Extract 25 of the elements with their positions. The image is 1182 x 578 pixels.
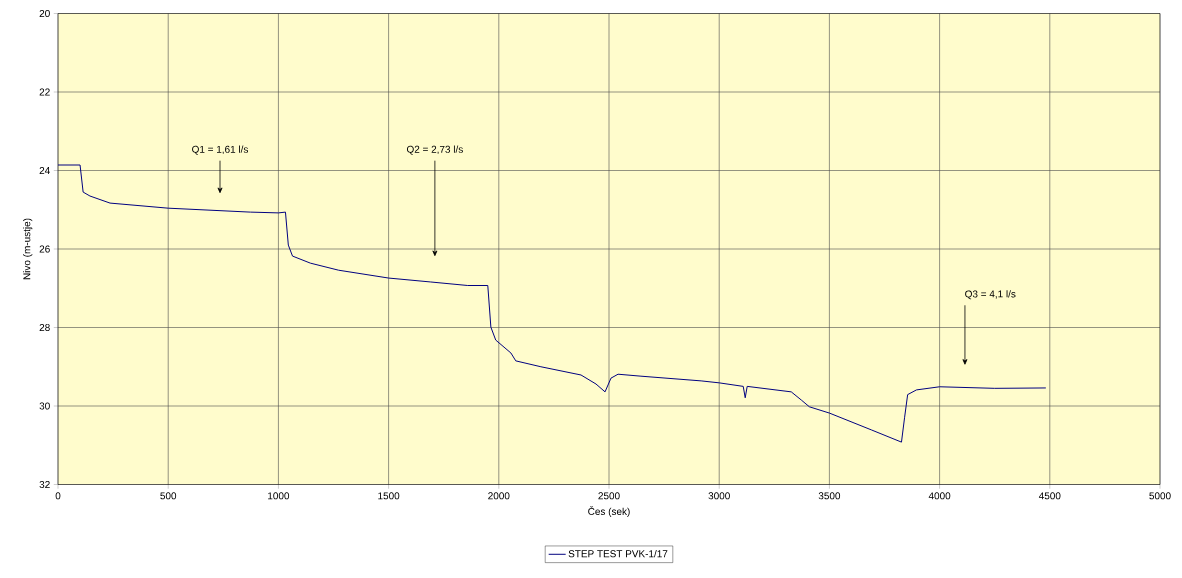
x-tick-label: 2000 bbox=[488, 492, 510, 500]
x-tick-label: 2500 bbox=[598, 492, 620, 500]
x-tick-label: 500 bbox=[160, 492, 177, 500]
x-tick-label: 0 bbox=[55, 492, 61, 500]
x-axis-title: Čes (sek) bbox=[588, 506, 630, 518]
x-tick-label: 4000 bbox=[928, 492, 951, 500]
legend-label: STEP TEST PVK-1/17 bbox=[568, 550, 668, 558]
y-tick-label: 26 bbox=[39, 245, 50, 253]
annotation: Q2 = 2,73 l/s bbox=[406, 145, 463, 155]
y-tick-label: 30 bbox=[39, 402, 50, 410]
annotation: Q1 = 1,61 l/s bbox=[192, 145, 249, 155]
line-series bbox=[58, 164, 1047, 443]
x-tick-label: 5000 bbox=[1149, 492, 1171, 500]
y-tick-label: 32 bbox=[39, 481, 50, 489]
annotation: Q3 = 4,1 l/s bbox=[965, 290, 1016, 300]
y-axis-title: Nivo (m-ustje) bbox=[23, 218, 33, 280]
x-tick-label: 3000 bbox=[708, 492, 730, 500]
x-tick-label: 1500 bbox=[378, 492, 400, 500]
x-tick-label: 1000 bbox=[268, 492, 290, 500]
y-tick-label: 22 bbox=[39, 88, 50, 96]
x-tick-label: 4500 bbox=[1038, 492, 1061, 500]
x-tick-label: 3500 bbox=[818, 492, 841, 500]
y-tick-label: 24 bbox=[39, 167, 50, 175]
y-tick-label: 28 bbox=[39, 324, 50, 332]
y-tick-label: 20 bbox=[39, 10, 50, 18]
